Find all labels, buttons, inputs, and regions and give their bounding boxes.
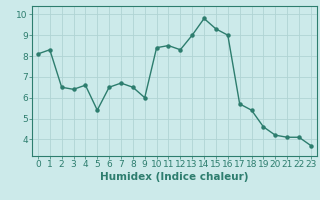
X-axis label: Humidex (Indice chaleur): Humidex (Indice chaleur) [100,172,249,182]
